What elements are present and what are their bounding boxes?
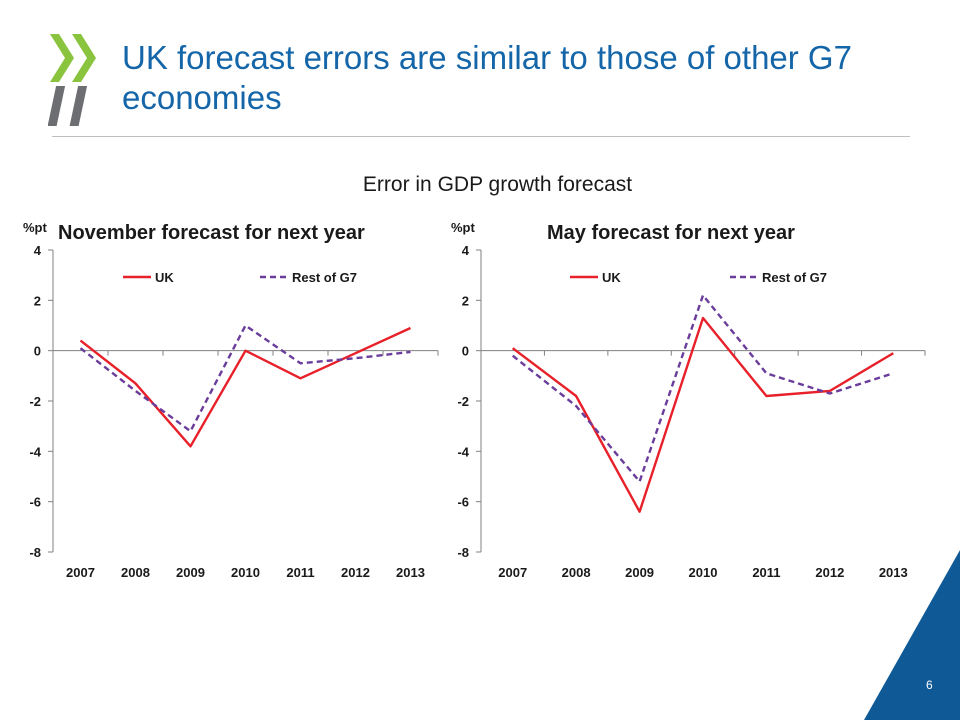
title-divider bbox=[52, 136, 910, 137]
y-tick-label: 0 bbox=[462, 344, 469, 359]
y-tick-label: -4 bbox=[29, 444, 41, 459]
chart-title: November forecast for next year bbox=[58, 222, 365, 244]
legend-label: UK bbox=[602, 270, 621, 285]
logo-chevron-green-left bbox=[50, 34, 74, 82]
logo-bar-grey-left bbox=[48, 86, 66, 126]
chart-november-forecast: November forecast for next year %pt 4 2 0 -2 -… bbox=[23, 220, 439, 580]
x-tick-label: 2011 bbox=[286, 565, 314, 580]
x-tick-label: 2011 bbox=[752, 565, 780, 580]
x-tick-label: 2009 bbox=[625, 565, 654, 580]
series-line-uk bbox=[511, 316, 894, 513]
y-axis-unit-label: %pt bbox=[23, 220, 48, 235]
y-tick-label: -2 bbox=[29, 394, 41, 409]
y-tick-label: 4 bbox=[462, 243, 470, 258]
x-tick-label: 2007 bbox=[498, 565, 527, 580]
y-axis-unit-label: %pt bbox=[451, 220, 476, 235]
y-tick-label: -2 bbox=[457, 394, 469, 409]
x-tick-label: 2013 bbox=[879, 565, 908, 580]
x-tick-label: 2009 bbox=[176, 565, 205, 580]
x-tick-label: 2013 bbox=[396, 565, 425, 580]
logo-bar-grey-right bbox=[69, 86, 88, 126]
slide-title: UK forecast errors are similar to those … bbox=[122, 39, 852, 116]
y-tick-label: -8 bbox=[457, 545, 469, 560]
chart-may-forecast: May forecast for next year %pt 4 2 0 -2 -4 -6 -8… bbox=[451, 220, 926, 580]
y-tick-label: -6 bbox=[29, 495, 41, 510]
corner-triangle bbox=[864, 550, 960, 720]
y-tick-label: -4 bbox=[457, 444, 469, 459]
x-tick-label: 2012 bbox=[341, 565, 370, 580]
x-tick-label: 2008 bbox=[562, 565, 591, 580]
page-number: 6 bbox=[926, 678, 933, 692]
y-tick-label: 4 bbox=[34, 243, 42, 258]
legend-label: Rest of G7 bbox=[292, 270, 357, 285]
y-tick-label: 2 bbox=[34, 293, 41, 308]
x-tick-label: 2007 bbox=[66, 565, 95, 580]
x-tick-label: 2008 bbox=[121, 565, 150, 580]
y-tick-label: -8 bbox=[29, 545, 41, 560]
x-tick-label: 2010 bbox=[231, 565, 260, 580]
legend-label: Rest of G7 bbox=[762, 270, 827, 285]
y-tick-label: -6 bbox=[457, 495, 469, 510]
logo-chevron-green-right bbox=[72, 34, 96, 82]
x-tick-label: 2012 bbox=[815, 565, 844, 580]
chart-subtitle: Error in GDP growth forecast bbox=[362, 173, 633, 196]
legend-label: UK bbox=[155, 270, 174, 285]
y-tick-label: 0 bbox=[34, 344, 41, 359]
chart-title: May forecast for next year bbox=[547, 222, 795, 244]
y-tick-label: 2 bbox=[462, 293, 469, 308]
x-tick-label: 2010 bbox=[689, 565, 718, 580]
oecd-logo bbox=[48, 34, 96, 126]
